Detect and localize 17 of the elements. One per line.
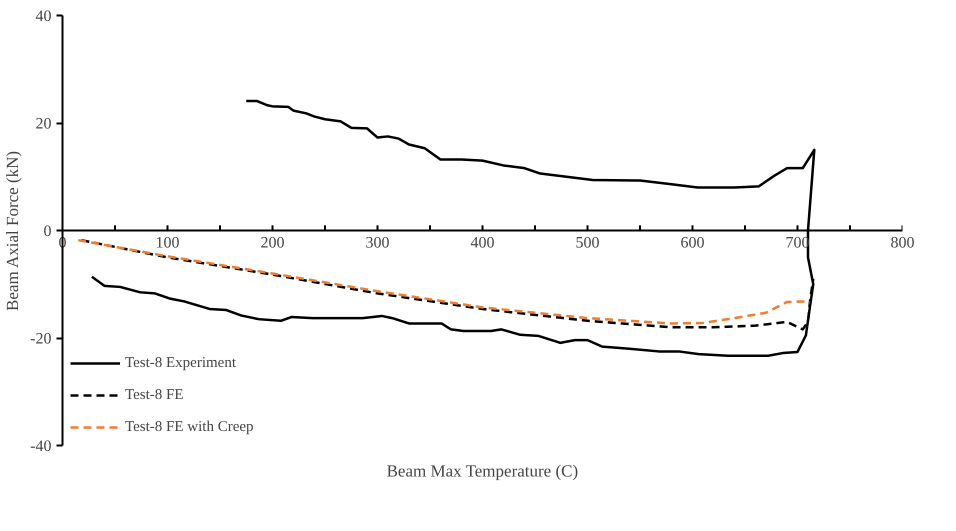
y-tick-label: 40 [36, 8, 52, 25]
y-tick-label: 20 [36, 116, 52, 132]
y-tick-label: 0 [44, 223, 52, 240]
y-tick-label: -40 [30, 438, 52, 455]
legend-label: Test-8 FE [125, 386, 184, 404]
x-tick-label: 300 [366, 234, 390, 252]
y-axis-title: Beam Axial Force (kN) [3, 150, 22, 311]
x-axis-title: Beam Max Temperature (C) [386, 462, 578, 480]
x-tick-label: 600 [680, 234, 704, 252]
legend-label: Test-8 Experiment [125, 354, 236, 372]
legend-label: Test-8 FE with Creep [125, 418, 254, 436]
y-tick-label: -20 [30, 330, 52, 348]
x-tick-label: 100 [156, 234, 180, 252]
x-tick-label: 800 [890, 234, 914, 252]
x-tick-label: 400 [470, 234, 494, 252]
x-tick-label: 200 [260, 234, 284, 252]
x-tick-label: 500 [576, 234, 600, 252]
